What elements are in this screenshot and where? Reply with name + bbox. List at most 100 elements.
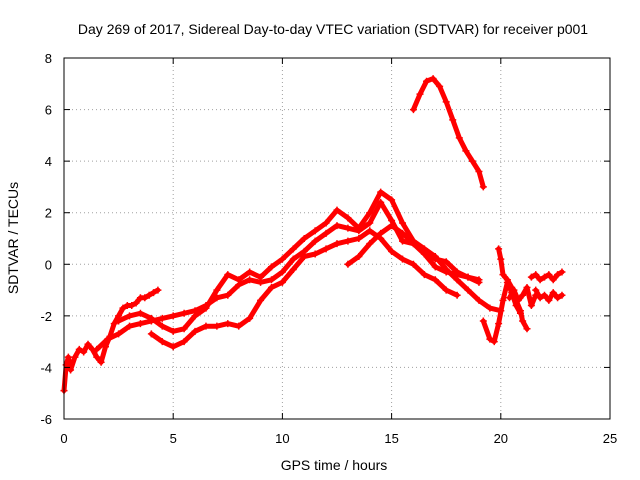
data-point-marker (532, 286, 540, 294)
plot-frame (63, 57, 611, 420)
data-point-marker (289, 265, 297, 273)
data-point-marker (191, 327, 199, 335)
data-point-marker (267, 283, 275, 291)
data-series-group (60, 75, 566, 395)
data-point-marker (224, 271, 232, 279)
data-point-marker (300, 235, 308, 242)
data-point-marker (278, 255, 286, 263)
series-track-4 (147, 227, 461, 351)
data-point-marker (104, 335, 112, 343)
data-point-marker (267, 263, 275, 271)
data-point-marker (344, 260, 352, 268)
data-point-marker (322, 229, 330, 237)
data-point-marker (388, 247, 396, 255)
data-point-marker (333, 206, 341, 214)
data-point-marker (399, 229, 407, 237)
data-point-marker (475, 296, 483, 304)
data-point-marker (246, 268, 254, 276)
data-point-marker (355, 224, 363, 232)
data-point-marker (333, 222, 341, 230)
data-point-marker (431, 276, 439, 284)
series-track-6 (409, 75, 487, 191)
data-point-marker (147, 314, 155, 322)
data-point-marker (145, 291, 153, 299)
data-point-marker (93, 345, 101, 353)
x-tick-label: 25 (603, 431, 617, 446)
data-point-marker (499, 296, 507, 304)
data-point-marker (497, 255, 505, 263)
series-line (410, 76, 486, 190)
data-point-marker (449, 116, 457, 124)
x-axis-label: GPS time / hours (281, 457, 388, 473)
data-point-marker (464, 273, 472, 281)
data-point-marker (158, 338, 166, 346)
data-point-marker (545, 296, 553, 304)
data-point-marker (126, 322, 134, 330)
data-point-marker (366, 209, 374, 217)
series-track-11 (532, 286, 566, 304)
x-tick-label: 20 (494, 431, 508, 446)
data-point-marker (442, 258, 450, 266)
data-point-marker (409, 106, 417, 114)
data-point-marker (532, 271, 540, 279)
data-point-marker (436, 82, 444, 90)
x-tick-label: 5 (170, 431, 177, 446)
data-point-marker (84, 340, 92, 348)
data-point-marker (71, 353, 79, 361)
data-point-marker (420, 271, 428, 279)
data-point-marker (388, 222, 396, 230)
data-point-marker (115, 317, 123, 325)
series-track-5 (344, 222, 483, 286)
data-point-marker (366, 240, 374, 248)
data-point-marker (202, 304, 210, 312)
series-track-9 (506, 283, 540, 310)
data-point-marker (75, 345, 83, 353)
data-point-marker (453, 291, 461, 299)
data-point-marker (416, 90, 424, 98)
data-point-marker (147, 330, 155, 338)
data-point-marker (235, 276, 243, 284)
data-point-marker (80, 348, 88, 356)
data-point-marker (558, 291, 566, 299)
data-point-marker (344, 214, 352, 222)
data-point-marker (377, 229, 385, 237)
data-point-marker (311, 237, 319, 245)
series-line (61, 287, 161, 394)
data-point-marker (377, 188, 385, 196)
data-point-marker (388, 196, 396, 204)
data-point-marker (475, 278, 483, 286)
data-point-marker (67, 366, 75, 374)
data-point-marker (423, 77, 431, 85)
series-track-7 (479, 278, 524, 346)
data-point-marker (510, 286, 518, 294)
series-track-1 (60, 286, 162, 395)
data-point-marker (442, 286, 450, 294)
data-point-marker (442, 98, 450, 106)
data-point-marker (366, 219, 374, 227)
data-point-marker (246, 276, 254, 284)
data-point-marker (278, 268, 286, 276)
data-point-marker (431, 263, 439, 271)
y-axis-label: SDTVAR / TECUs (5, 182, 21, 294)
data-point-marker (224, 320, 232, 328)
data-point-marker (132, 299, 140, 307)
data-point-marker (110, 320, 118, 328)
data-point-marker (235, 322, 243, 330)
data-point-marker (499, 271, 507, 279)
data-point-marker (278, 278, 286, 286)
data-point-marker (455, 134, 463, 142)
y-tick-label: 8 (45, 51, 52, 66)
data-point-marker (311, 227, 319, 235)
data-point-marker (169, 312, 177, 320)
data-point-marker (289, 245, 297, 253)
data-point-marker (554, 271, 562, 279)
data-point-marker (267, 276, 275, 284)
axis-ticks: 0 5 10 15 20 25 -6 -4 -2 0 2 4 6 8 (40, 51, 617, 446)
data-point-marker (486, 335, 494, 343)
data-point-marker (64, 353, 72, 361)
data-point-marker (453, 276, 461, 284)
data-point-marker (409, 240, 417, 248)
x-tick-label: 10 (275, 431, 289, 446)
data-point-marker (453, 268, 461, 276)
